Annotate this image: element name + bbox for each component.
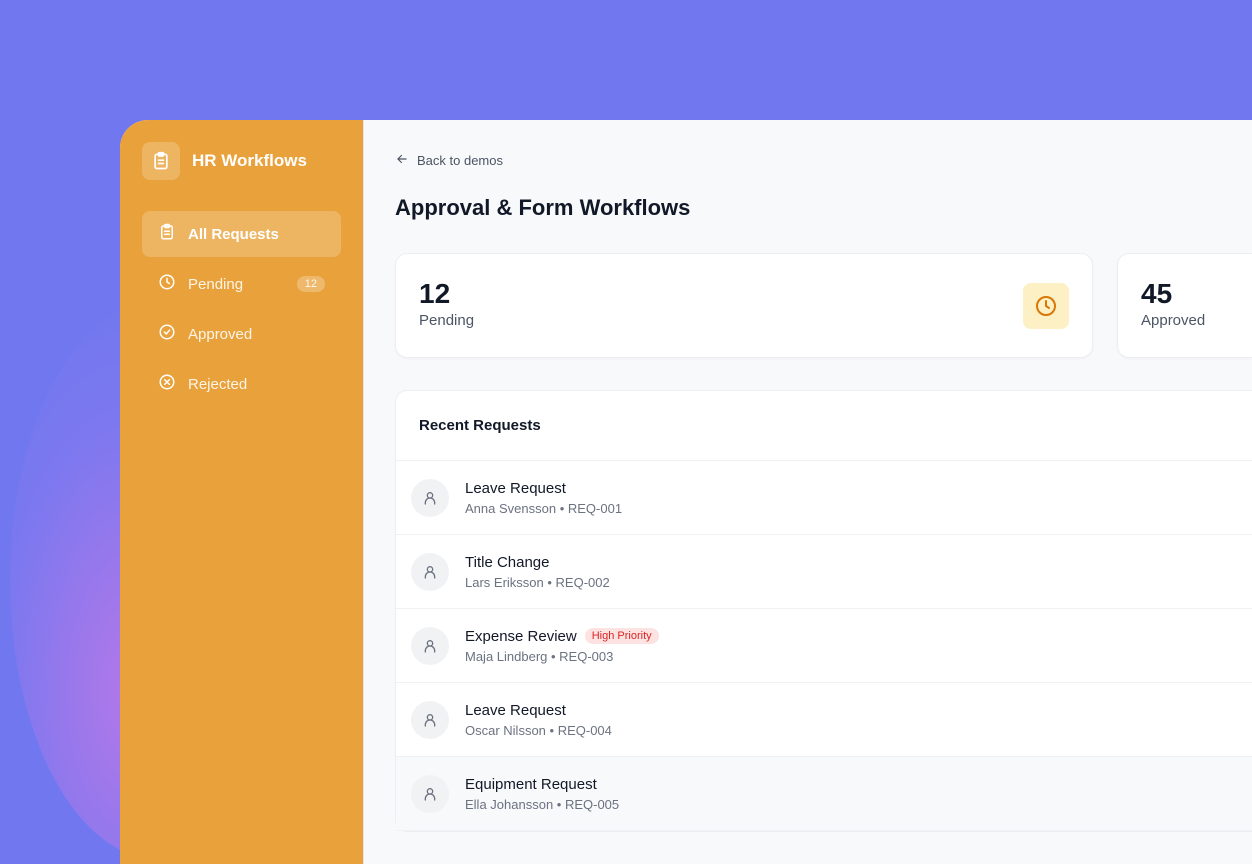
app-window: HR Workflows All Requests Pending 12 App… (120, 120, 1252, 864)
stat-label: Pending (419, 312, 475, 329)
stat-value: 45 (1141, 278, 1173, 309)
stat-card-approved: 45 Approved (1117, 253, 1252, 358)
stat-label: Approved (1141, 312, 1206, 329)
user-icon (411, 626, 449, 665)
table-row[interactable]: Title Change Lars Eriksson • REQ-002 (396, 535, 1252, 609)
request-title: Leave Request (465, 479, 566, 497)
arrow-left-icon (395, 152, 409, 169)
x-circle-icon (158, 373, 176, 395)
page-title: Approval & Form Workflows (395, 195, 691, 220)
table-row[interactable]: Equipment Request Ella Johansson • REQ-0… (396, 757, 1252, 831)
clock-icon (1023, 283, 1069, 329)
brand-name: HR Workflows (192, 151, 307, 170)
requester-name: Maja Lindberg (465, 648, 548, 664)
recent-requests-panel: Recent Requests Leave Request Anna Svens… (395, 390, 1252, 832)
sidebar-item-approved[interactable]: Approved (142, 311, 341, 357)
sidebar-item-all-requests[interactable]: All Requests (142, 211, 341, 257)
sidebar-item-label: Approved (188, 325, 253, 343)
sidebar-item-pending[interactable]: Pending 12 (142, 261, 341, 307)
brand: HR Workflows (142, 142, 341, 180)
request-title: Leave Request (465, 701, 566, 719)
clipboard-icon (142, 142, 180, 180)
requester-name: Oscar Nilsson (465, 722, 546, 738)
panel-title: Recent Requests (396, 391, 1252, 461)
requester-name: Lars Eriksson (465, 574, 544, 590)
priority-badge: High Priority (584, 628, 659, 644)
stats-row: 12 Pending 45 Approved (395, 253, 1252, 358)
check-circle-icon (158, 323, 176, 345)
sidebar-item-label: Pending (188, 275, 244, 293)
back-link[interactable]: Back to demos (395, 152, 1252, 169)
request-id: REQ-003 (559, 648, 614, 664)
user-icon (411, 552, 449, 591)
request-title: Expense Review (465, 627, 577, 645)
user-icon (411, 774, 449, 813)
requester-name: Ella Johansson (465, 796, 554, 812)
table-row[interactable]: Leave Request Oscar Nilsson • REQ-004 (396, 683, 1252, 757)
back-link-label: Back to demos (417, 153, 503, 168)
table-row[interactable]: Expense Review High Priority Maja Lindber… (396, 609, 1252, 683)
user-icon (411, 478, 449, 517)
main-content: Back to demos Approval & Form Workflows … (364, 120, 1252, 864)
stat-card-pending: 12 Pending (395, 253, 1093, 358)
sidebar: HR Workflows All Requests Pending 12 App… (120, 120, 364, 864)
user-icon (411, 700, 449, 739)
sidebar-item-rejected[interactable]: Rejected (142, 361, 341, 407)
request-title: Equipment Request (465, 775, 597, 793)
clipboard-icon (158, 223, 176, 245)
table-row[interactable]: Leave Request Anna Svensson • REQ-001 (396, 461, 1252, 535)
request-id: REQ-005 (564, 796, 620, 812)
sidebar-item-label: Rejected (188, 375, 248, 393)
request-id: REQ-002 (555, 574, 610, 590)
requester-name: Anna Svensson (465, 500, 557, 516)
request-list: Leave Request Anna Svensson • REQ-001 Ti… (396, 461, 1252, 831)
request-id: REQ-004 (557, 722, 612, 738)
request-id: REQ-001 (567, 500, 623, 516)
sidebar-item-label: All Requests (188, 225, 279, 243)
request-title: Title Change (465, 553, 550, 571)
stat-value: 12 (419, 278, 451, 309)
clock-icon (158, 273, 176, 295)
pending-count-badge: 12 (296, 276, 325, 292)
